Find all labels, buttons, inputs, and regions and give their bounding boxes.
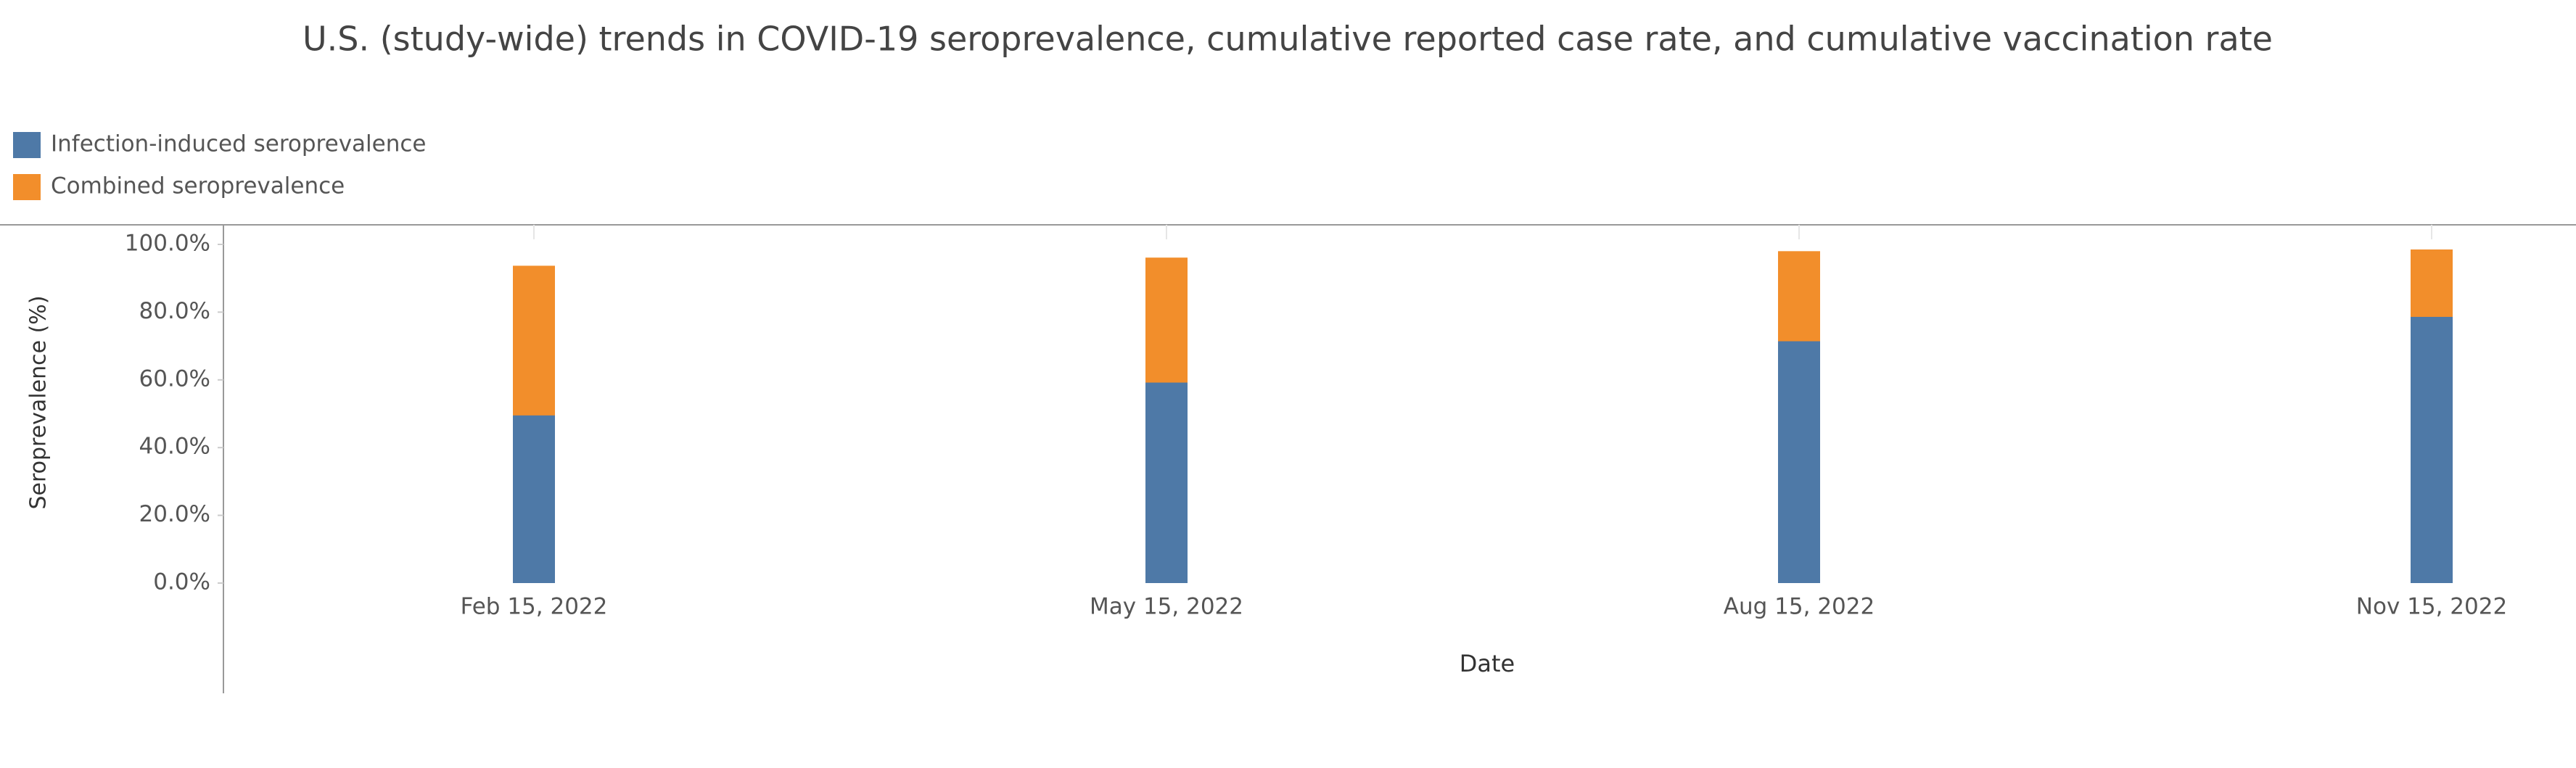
legend-label: Infection-induced seroprevalence bbox=[51, 131, 426, 157]
bar bbox=[1145, 382, 1188, 583]
y-tick-label: 40.0% bbox=[139, 434, 210, 460]
bar bbox=[2411, 316, 2453, 583]
y-tick-label: 0.0% bbox=[153, 569, 210, 595]
x-tick-label: May 15, 2022 bbox=[1090, 594, 1243, 620]
legend-label: Combined seroprevalence bbox=[51, 173, 345, 199]
y-tick-label: 60.0% bbox=[139, 366, 210, 392]
x-axis-title: Date bbox=[1460, 650, 1515, 677]
y-tick-label: 80.0% bbox=[139, 298, 210, 324]
x-tick-label: Aug 15, 2022 bbox=[1724, 594, 1875, 620]
y-tick-label: 20.0% bbox=[139, 501, 210, 527]
legend-swatch bbox=[13, 174, 41, 200]
y-tick-label: 100.0% bbox=[125, 231, 210, 257]
x-tick-label: Nov 15, 2022 bbox=[2356, 594, 2507, 620]
chart-title: U.S. (study-wide) trends in COVID-19 ser… bbox=[303, 20, 2273, 59]
x-tick-label: Feb 15, 2022 bbox=[461, 594, 608, 620]
legend-swatch bbox=[13, 132, 41, 158]
bar bbox=[1778, 341, 1820, 583]
y-axis-title: Seroprevalence (%) bbox=[26, 295, 52, 509]
bar bbox=[513, 415, 555, 583]
